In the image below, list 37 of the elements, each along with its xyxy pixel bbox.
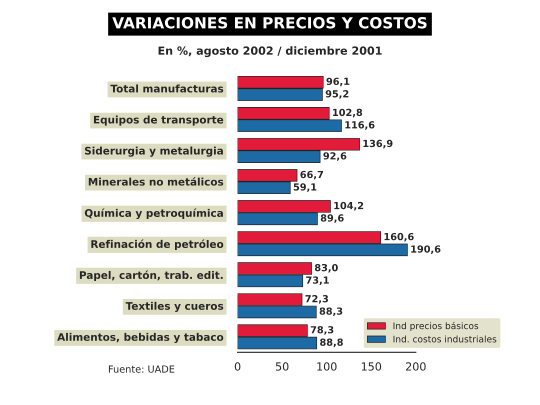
data-label: 78,3 [310, 326, 334, 335]
y-tick-label: Equipos de transporte [94, 116, 224, 126]
chart-title: VARIACIONES EN PRECIOS Y COSTOS [112, 17, 427, 29]
data-label: 136,9 [363, 140, 392, 148]
data-label: 102,8 [333, 108, 362, 118]
data-label: 190,6 [411, 245, 440, 254]
data-label: 96,1 [326, 78, 350, 86]
data-label: 88,3 [320, 307, 342, 316]
y-tick-label: Total manufacturas [110, 84, 224, 93]
data-label: 83,0 [314, 264, 338, 273]
data-label: 160,6 [384, 232, 414, 242]
y-tick-label: Alimentos, bebidas y tabaco [57, 332, 224, 344]
source-note: Fuente: UADE [108, 366, 174, 373]
data-label: 89,6 [320, 214, 344, 223]
x-tick-label: 0 [234, 362, 240, 371]
x-tick-label: 200 [406, 362, 426, 371]
y-tick-label: Papel, cartón, trab. edit. [80, 270, 223, 282]
x-tick-label: 100 [317, 362, 337, 371]
y-tick-label: Siderurgia y metalurgia [84, 146, 223, 157]
chart-subtitle: En %, agosto 2002 / diciembre 2001 [158, 46, 382, 58]
y-tick-label: Textiles y cueros [126, 302, 224, 312]
y-tick-label: Refinación de petróleo [91, 240, 224, 250]
data-label: 72,3 [305, 295, 328, 304]
data-label: 66,7 [300, 170, 324, 180]
x-tick-label: 50 [276, 362, 288, 371]
legend-label: Ind precios básicos [394, 322, 478, 331]
y-tick-label: Minerales no metálicos [88, 177, 224, 186]
data-label: 88,8 [320, 338, 343, 348]
data-label: 92,6 [323, 152, 346, 161]
data-label: 73,1 [306, 276, 329, 285]
data-label: 104,2 [334, 202, 364, 210]
x-tick-label: 150 [362, 362, 382, 371]
legend-label: Ind. costos industriales [394, 335, 496, 342]
y-tick-label: Química y petroquímica [84, 208, 223, 220]
data-label: 95,2 [326, 90, 348, 99]
data-label: 116,6 [345, 121, 374, 130]
data-label: 59,1 [294, 183, 316, 192]
